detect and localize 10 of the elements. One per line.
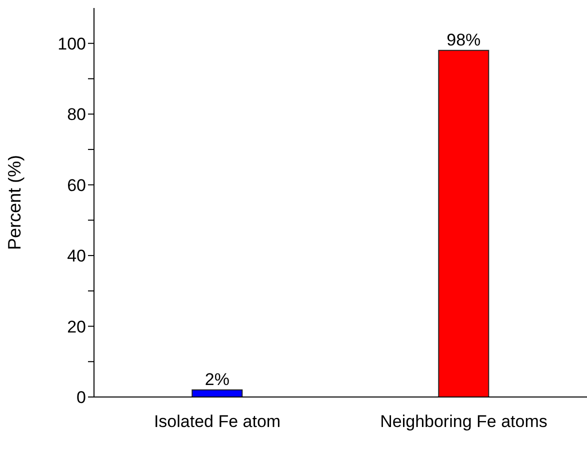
x-tick-label: Isolated Fe atom: [154, 412, 281, 432]
data-label: 98%: [446, 30, 481, 50]
y-tick-label: 100: [58, 34, 86, 54]
y-tick-label: 40: [67, 246, 86, 266]
data-label: 2%: [204, 370, 230, 389]
y-tick-label: 60: [67, 176, 86, 195]
x-tick-label: Neighboring Fe atoms: [380, 412, 548, 432]
y-tick-label: 20: [67, 317, 86, 336]
y-tick-label: 0: [76, 388, 86, 408]
y-tick-label: 80: [67, 105, 86, 124]
